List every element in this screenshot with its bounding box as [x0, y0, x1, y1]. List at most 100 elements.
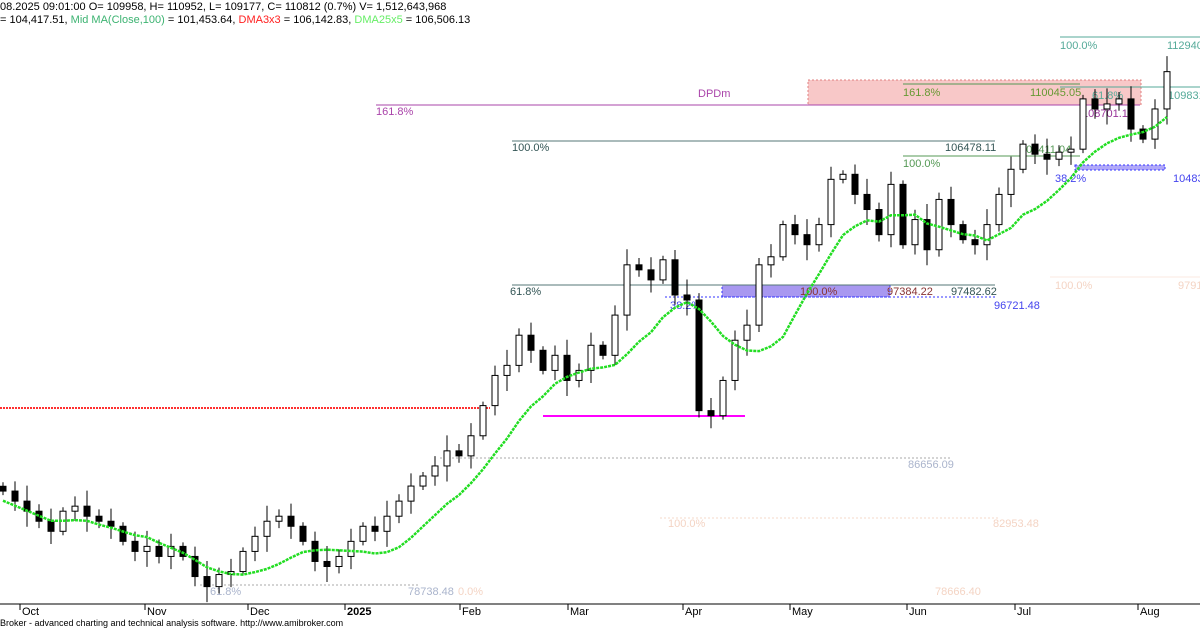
candle — [179, 542, 187, 561]
candle — [47, 508, 55, 544]
x-tick-label: 2025 — [347, 606, 371, 618]
candle — [659, 255, 667, 284]
candle — [827, 166, 835, 238]
x-tick-label: Aug — [1140, 606, 1160, 618]
fib-value: 78666.40 — [935, 586, 981, 598]
candle-body-down — [791, 224, 799, 236]
candle — [1079, 94, 1087, 154]
x-tick-label: Mar — [570, 606, 589, 618]
candle-body-down — [707, 410, 715, 417]
candle — [419, 471, 427, 491]
candle — [707, 397, 715, 429]
candle — [155, 539, 163, 564]
candle-body-up — [335, 555, 343, 568]
candle — [599, 341, 607, 360]
candle-body-up — [215, 574, 223, 588]
candle-body-up — [827, 178, 835, 226]
candle-body-up — [71, 505, 79, 512]
candle-body-up — [731, 339, 739, 381]
candle-body-up — [443, 450, 451, 467]
candle — [887, 171, 895, 248]
x-tick-label: May — [792, 606, 813, 618]
fib-label: 100.0% — [1060, 40, 1098, 52]
candle — [575, 363, 583, 388]
candle-body-down — [971, 239, 979, 246]
candle — [239, 547, 247, 576]
candle-body-down — [683, 294, 691, 301]
dma3-value: = 106,142.83, — [280, 14, 355, 26]
candle — [1055, 145, 1063, 167]
candle — [611, 305, 619, 366]
x-tick-label: Jun — [909, 606, 927, 618]
candle — [503, 349, 511, 391]
candle — [443, 435, 451, 482]
mid-ma-value: = 101,453.64, — [164, 14, 239, 26]
candle — [71, 496, 79, 521]
candle-body-up — [383, 515, 391, 532]
candle-body-up — [275, 515, 283, 522]
candle-body-up — [1103, 103, 1111, 110]
candle — [431, 456, 439, 486]
candle — [383, 500, 391, 547]
x-tick-label: Feb — [462, 606, 481, 618]
candle — [287, 503, 295, 539]
candle-body-down — [959, 224, 967, 241]
fib-value: 108701.14 — [1082, 108, 1134, 120]
candle — [1043, 138, 1051, 175]
candle — [719, 376, 727, 420]
candle — [323, 545, 331, 583]
candle-body-down — [1031, 143, 1039, 155]
candle-body-down — [95, 515, 103, 522]
candle — [1067, 136, 1075, 165]
candle — [743, 309, 751, 356]
candle-body-up — [995, 193, 1003, 226]
candle-body-down — [1127, 98, 1135, 130]
candle — [935, 192, 943, 257]
candle — [647, 257, 655, 293]
candle-body-down — [83, 505, 91, 517]
fib-label: 61.8% — [510, 286, 541, 298]
candle — [1019, 140, 1027, 174]
x-tick-label: Jul — [1017, 606, 1031, 618]
fib-label: 100.0% — [512, 142, 550, 154]
candle — [671, 250, 679, 305]
candle-body-down — [539, 349, 547, 371]
candle — [0, 482, 7, 496]
candle — [107, 508, 115, 539]
x-tick-label: Dec — [250, 606, 270, 618]
candle-body-down — [671, 259, 679, 296]
candle-body-down — [203, 576, 211, 588]
candle — [335, 549, 343, 574]
candle-body-up — [143, 545, 151, 552]
candle-body-up — [1115, 98, 1123, 105]
candle-body-up — [1055, 151, 1063, 160]
candle — [491, 365, 499, 416]
candle — [755, 257, 763, 333]
candle-body-up — [575, 369, 583, 381]
candle — [551, 345, 559, 381]
candle-body-down — [1043, 153, 1051, 160]
candle-body-up — [887, 183, 895, 236]
fib-value: 110045.05 — [1030, 87, 1081, 99]
candle-body-down — [323, 560, 331, 568]
footer-credit: Broker - advanced charting and technical… — [0, 618, 344, 628]
candle — [1127, 86, 1135, 142]
candle — [119, 522, 127, 546]
candle-body-up — [767, 256, 775, 266]
candle — [851, 164, 859, 205]
dma25-value: = 106,506.13 — [402, 14, 471, 26]
candle-body-down — [107, 520, 115, 527]
candle — [1139, 125, 1147, 144]
candle — [947, 186, 955, 238]
candle-body-up — [1019, 143, 1027, 170]
fib-value: 82953.48 — [993, 518, 1039, 530]
candle — [839, 170, 847, 184]
x-tick-label: Oct — [22, 606, 39, 618]
fib-value: 9791 — [1178, 280, 1200, 292]
fib-label: 38.2% — [670, 300, 701, 312]
candle — [1031, 134, 1039, 164]
candle — [683, 279, 691, 316]
candle-body-up — [251, 535, 259, 552]
candle-body-down — [599, 344, 607, 356]
